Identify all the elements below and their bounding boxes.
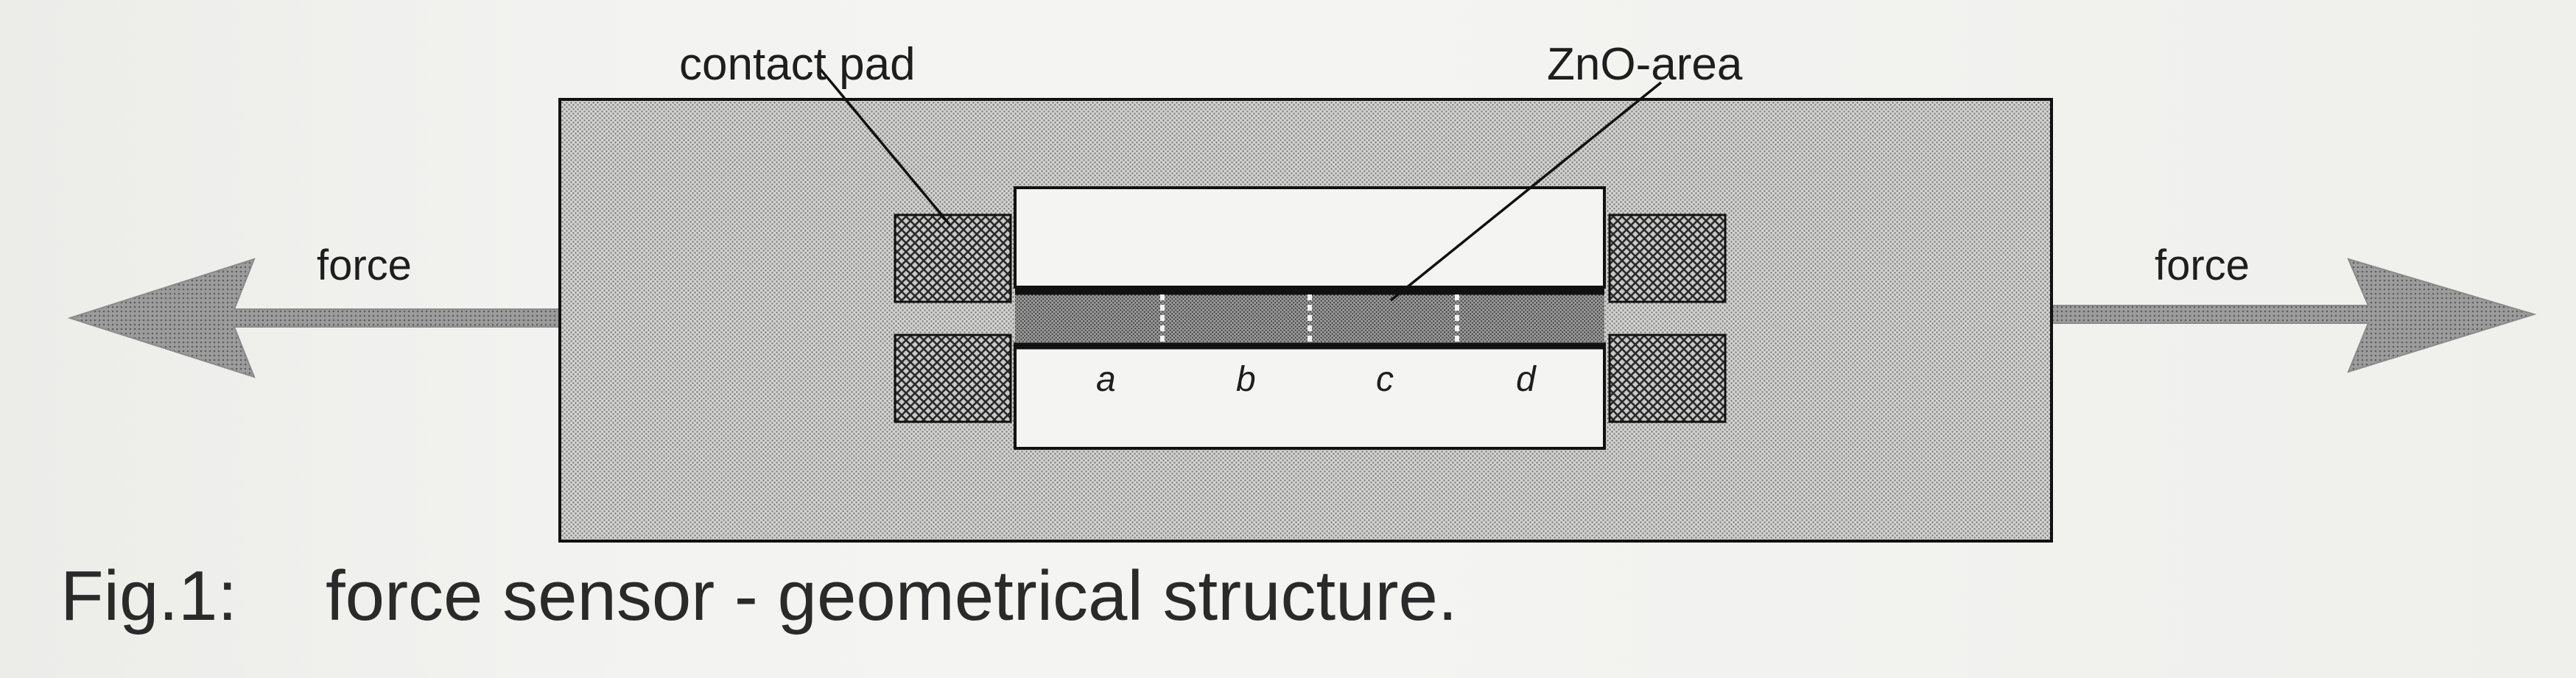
contact-pad-leader-line <box>818 66 952 227</box>
upper-plate <box>1014 186 1606 289</box>
contact-pad-bottom-right <box>1608 333 1727 423</box>
figure-number: Fig.1: <box>60 557 238 635</box>
contact-pad-bottom-left <box>894 333 1012 423</box>
zno-area-leader-line <box>1389 81 1663 302</box>
zno-area-label: ZnO-area <box>1547 39 1743 90</box>
figure-caption-text: force sensor - geometrical structure. <box>326 557 1458 635</box>
contact-pad-top-left <box>894 213 1012 303</box>
segment-label-a: a <box>1096 360 1116 399</box>
segment-label-c: c <box>1376 360 1394 399</box>
contact-pad-top-right <box>1608 213 1727 303</box>
left-force-arrow <box>67 258 561 378</box>
figure-caption: Fig.1: force sensor - geometrical structu… <box>60 561 1458 632</box>
force-label-left: force <box>317 241 412 289</box>
right-force-arrow <box>2051 258 2537 373</box>
zno-strip <box>1015 288 1604 350</box>
force-label-right: force <box>2155 241 2250 289</box>
segment-label-d: d <box>1516 360 1536 399</box>
segment-label-b: b <box>1236 360 1256 399</box>
contact-pad-label: contact pad <box>679 39 916 90</box>
